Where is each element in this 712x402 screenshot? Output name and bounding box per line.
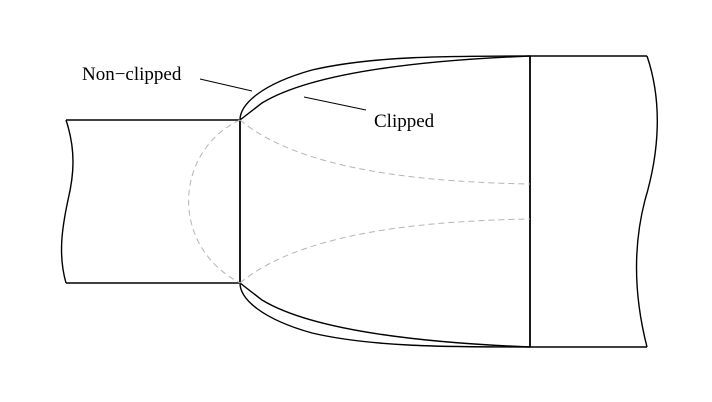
- clipped-profile-top: [239, 55, 531, 121]
- hidden-flow-line-bottom: [239, 218, 531, 284]
- non-clipped-profile-bottom: [239, 282, 531, 348]
- small-pipe-break-line: [60, 119, 74, 284]
- clipped-profile-bottom: [239, 282, 531, 348]
- large-pipe-break-line: [635, 55, 658, 348]
- non-clipped-profile-top: [239, 55, 531, 121]
- non-clipped-profile: [239, 55, 531, 348]
- clipped-leader-line: [303, 96, 367, 111]
- hidden-lines: [188, 119, 531, 284]
- small-pipe: [60, 119, 240, 284]
- clipped-profile: [239, 55, 531, 348]
- clipped-label: Clipped: [374, 111, 435, 132]
- section-lines: [239, 56, 531, 347]
- hidden-flow-line-top: [239, 119, 531, 185]
- hidden-arc: [188, 119, 241, 284]
- leader-lines: [199, 78, 367, 111]
- large-pipe: [530, 55, 658, 348]
- non-clipped-leader-line: [199, 78, 253, 92]
- non-clipped-label: Non−clipped: [82, 64, 182, 85]
